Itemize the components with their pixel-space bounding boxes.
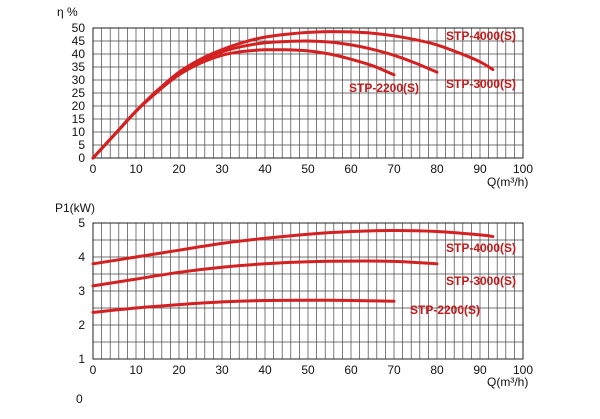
x-tick-label: 20 [172, 162, 186, 176]
y-tick-label: 0 [78, 151, 85, 165]
y-tick-label: 30 [72, 73, 86, 87]
y-tick-label: 5 [78, 138, 85, 152]
series-label: STP-2200(S) [349, 81, 419, 95]
series-line-stp-4000-s [91, 229, 495, 266]
x-tick-label: 100 [513, 162, 533, 176]
y-tick-label: 50 [72, 21, 86, 35]
y-tick-label: 35 [72, 60, 86, 74]
y-tick-label: 20 [72, 99, 86, 113]
x-tick-label: 60 [344, 162, 358, 176]
x-axis-label: Q(m³/h) [487, 175, 528, 189]
x-tick-label: 40 [258, 162, 272, 176]
x-tick-label: 60 [344, 363, 358, 377]
x-tick-label: 100 [513, 363, 533, 377]
x-tick-label: 10 [129, 162, 143, 176]
plot-frame [92, 27, 524, 159]
x-tick-label: 30 [215, 162, 229, 176]
y-tick-label: 15 [72, 112, 86, 126]
series-line-stp-2200-s [91, 298, 396, 314]
series-label: STP-2200(S) [410, 303, 480, 317]
plot-frame [92, 222, 524, 360]
series-label: STP-4000(S) [446, 29, 516, 43]
y-tick-label: 5 [78, 216, 85, 230]
x-tick-label: 50 [301, 363, 315, 377]
extra-axis-label: 0 [76, 392, 83, 406]
x-tick-label: 0 [90, 162, 97, 176]
x-axis-label: Q(m³/h) [487, 375, 528, 389]
x-tick-label: 90 [473, 363, 487, 377]
power-chart: 0 10 20 30 40 50 60 70 80 90 100 1 2 3 4 5P1(kW) Q(m³/h)… [55, 201, 533, 406]
y-tick-label: 45 [72, 34, 86, 48]
y-tick-label: 10 [72, 125, 86, 139]
y-tick-label: 25 [72, 86, 86, 100]
x-tick-label: 90 [473, 162, 487, 176]
series-label: STP-4000(S) [446, 241, 516, 255]
x-tick-label: 70 [387, 363, 401, 377]
efficiency-chart: 0 10 20 30 40 50 60 70 80 90 100051015202530354045… [57, 5, 533, 189]
x-tick-label: 40 [258, 363, 272, 377]
y-tick-label: 40 [72, 47, 86, 61]
series-label: STP-3000(S) [446, 77, 516, 91]
x-tick-label: 70 [387, 162, 401, 176]
series-line-stp-2200-s [91, 48, 396, 160]
y-axis-label: P1(kW) [55, 201, 95, 215]
x-tick-label: 80 [430, 162, 444, 176]
x-tick-label: 80 [430, 363, 444, 377]
x-tick-label: 20 [172, 363, 186, 377]
series-line-stp-4000-s [91, 30, 495, 160]
y-tick-label: 4 [78, 250, 85, 264]
series-line-stp-3000-s [91, 259, 439, 288]
y-tick-label: 2 [78, 318, 85, 332]
x-tick-label: 50 [301, 162, 315, 176]
y-tick-label: 1 [78, 352, 85, 366]
x-tick-label: 30 [215, 363, 229, 377]
x-tick-label: 0 [90, 363, 97, 377]
y-tick-label: 3 [78, 284, 85, 298]
x-tick-label: 10 [129, 363, 143, 377]
y-axis-label: η % [57, 5, 78, 19]
series-label: STP-3000(S) [446, 274, 516, 288]
